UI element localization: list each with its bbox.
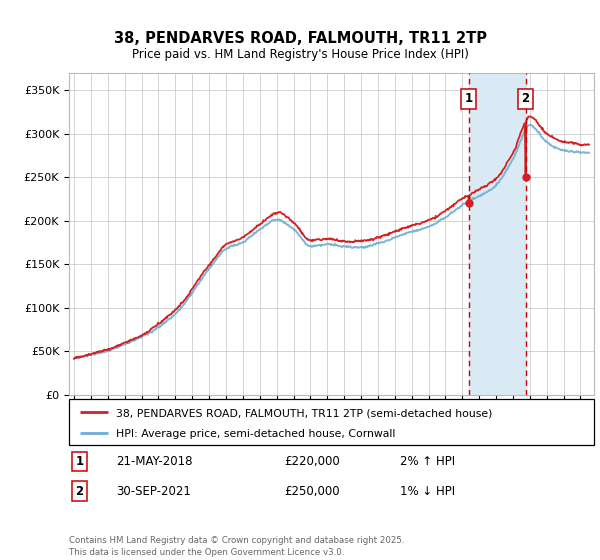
Text: 2: 2	[521, 92, 530, 105]
Text: £250,000: £250,000	[284, 484, 340, 498]
Text: 30-SEP-2021: 30-SEP-2021	[116, 484, 191, 498]
Text: 2% ↑ HPI: 2% ↑ HPI	[400, 455, 455, 468]
FancyBboxPatch shape	[69, 399, 594, 445]
Text: 38, PENDARVES ROAD, FALMOUTH, TR11 2TP (semi-detached house): 38, PENDARVES ROAD, FALMOUTH, TR11 2TP (…	[116, 408, 493, 418]
Text: 1% ↓ HPI: 1% ↓ HPI	[400, 484, 455, 498]
Text: HPI: Average price, semi-detached house, Cornwall: HPI: Average price, semi-detached house,…	[116, 429, 395, 438]
Text: 2: 2	[76, 484, 83, 498]
Bar	[469, 73, 526, 395]
Text: 38, PENDARVES ROAD, FALMOUTH, TR11 2TP: 38, PENDARVES ROAD, FALMOUTH, TR11 2TP	[113, 31, 487, 46]
Text: 21-MAY-2018: 21-MAY-2018	[116, 455, 193, 468]
Text: Price paid vs. HM Land Registry's House Price Index (HPI): Price paid vs. HM Land Registry's House …	[131, 48, 469, 60]
Text: Contains HM Land Registry data © Crown copyright and database right 2025.
This d: Contains HM Land Registry data © Crown c…	[69, 536, 404, 557]
Text: £220,000: £220,000	[284, 455, 340, 468]
Text: 1: 1	[464, 92, 473, 105]
Text: 1: 1	[76, 455, 83, 468]
